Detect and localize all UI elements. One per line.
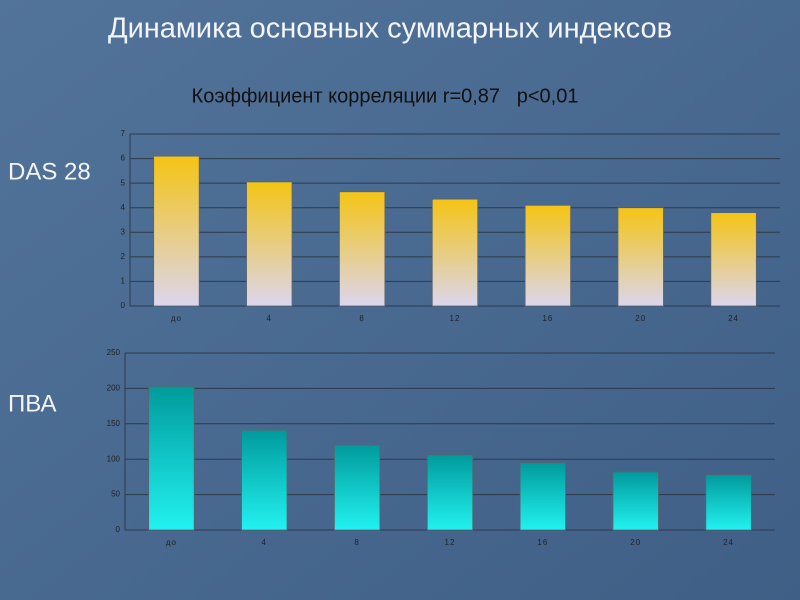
y-tick-label: 0 [121, 301, 126, 310]
y-tick-label: 4 [121, 203, 126, 212]
y-tick-label: 2 [121, 252, 126, 261]
y-tick-label: 50 [111, 490, 120, 499]
y-tick-label: 6 [121, 154, 126, 163]
slide-title: Динамика основных суммарных индексов [108, 13, 672, 45]
x-tick-label: до [171, 314, 182, 323]
bar [246, 181, 293, 307]
bar [148, 385, 195, 531]
bar [333, 444, 381, 531]
x-tick-label: 20 [630, 538, 641, 547]
chart-label: ПВА [8, 390, 56, 417]
bar [612, 471, 659, 531]
bar [617, 207, 664, 307]
x-tick-label: 4 [262, 538, 267, 547]
bar [519, 462, 567, 531]
x-tick-label: до [166, 538, 177, 547]
bar [710, 212, 757, 307]
x-tick-label: 8 [359, 314, 364, 323]
y-tick-label: 250 [107, 348, 121, 357]
bar [524, 204, 572, 307]
bar [338, 191, 386, 307]
x-tick-label: 24 [723, 538, 734, 547]
y-tick-label: 100 [107, 454, 121, 463]
x-tick-label: 8 [354, 538, 359, 547]
chart-label: DAS 28 [8, 158, 91, 185]
x-tick-label: 12 [450, 314, 461, 323]
x-tick-label: 12 [445, 538, 456, 547]
x-tick-label: 16 [537, 538, 548, 547]
x-tick-label: 24 [728, 314, 739, 323]
bar [153, 155, 200, 307]
y-tick-label: 200 [107, 384, 121, 393]
x-tick-label: 4 [267, 314, 272, 323]
x-tick-label: 20 [635, 314, 646, 323]
y-tick-label: 7 [121, 129, 126, 138]
y-tick-label: 0 [116, 525, 121, 534]
bar [241, 429, 288, 531]
bar [426, 454, 474, 531]
bar [705, 474, 752, 531]
subtitle: Коэффициент корреляции r=0,87 p<0,01 [192, 85, 579, 107]
y-tick-label: 150 [107, 419, 121, 428]
y-tick-label: 1 [121, 277, 126, 286]
x-tick-label: 16 [542, 314, 553, 323]
bar [431, 198, 479, 307]
y-tick-label: 3 [121, 227, 126, 236]
y-tick-label: 5 [121, 178, 126, 187]
